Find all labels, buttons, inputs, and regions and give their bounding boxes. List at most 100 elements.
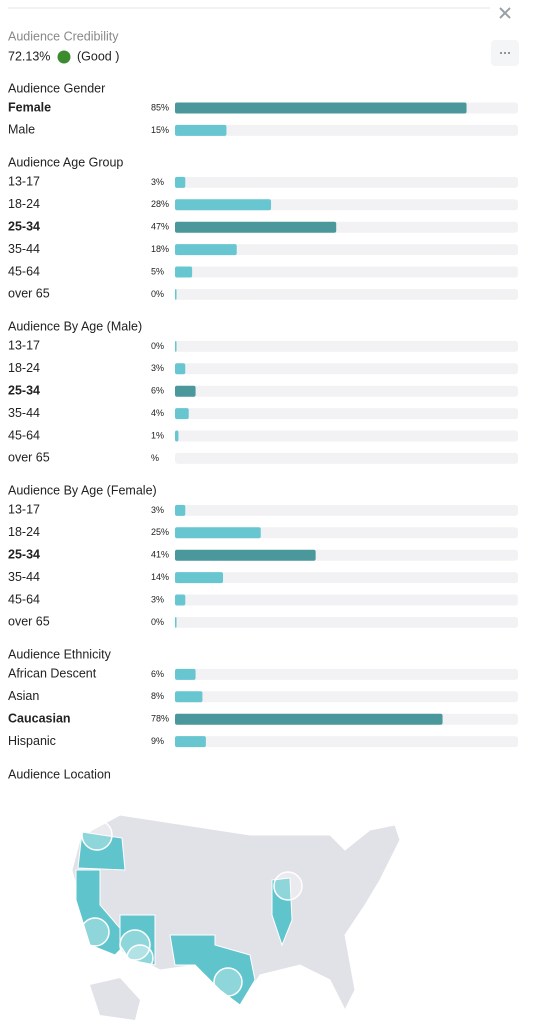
us-map [71, 814, 401, 1020]
percent-label: % [151, 453, 159, 463]
bar [175, 527, 261, 539]
percent-label: 0% [151, 341, 164, 351]
percent-label: 6% [151, 386, 164, 396]
bar-track [175, 340, 518, 352]
bar [175, 504, 186, 516]
bar-track [175, 288, 518, 300]
bar-track [175, 266, 518, 278]
percent-label: 85% [151, 102, 169, 112]
bar-track [175, 736, 518, 748]
bar [175, 244, 237, 256]
row-label: 25-34 [8, 219, 40, 233]
credibility-title: Audience Credibility [8, 29, 119, 43]
section-title: Audience Gender [8, 81, 105, 95]
bar [175, 266, 193, 278]
row-label: 13-17 [8, 339, 40, 353]
row-label: Male [8, 123, 35, 137]
bar [175, 594, 186, 606]
row-label: 35-44 [8, 406, 40, 420]
bar-track [175, 452, 518, 464]
row-label: 25-34 [8, 547, 40, 561]
percent-label: 28% [151, 199, 169, 209]
bar-track [175, 385, 518, 397]
row-label: over 65 [8, 615, 50, 629]
row-label: 13-17 [8, 175, 40, 189]
percent-label: 4% [151, 408, 164, 418]
percent-label: 3% [151, 505, 164, 515]
row-label: 18-24 [8, 525, 40, 539]
percent-label: 0% [151, 289, 164, 299]
bar [175, 102, 467, 114]
bar-track [175, 572, 518, 584]
row-label: Caucasian [8, 711, 71, 725]
bar [175, 713, 443, 725]
section-title: Audience Age Group [8, 156, 123, 170]
percent-label: 9% [151, 736, 164, 746]
row-label: 25-34 [8, 383, 40, 397]
row-label: 13-17 [8, 503, 40, 517]
credibility-score: 72.13% [8, 49, 50, 63]
bar-track [175, 504, 518, 516]
percent-label: 78% [151, 714, 169, 724]
percent-label: 3% [151, 594, 164, 604]
row-label: 35-44 [8, 570, 40, 584]
row-label: 45-64 [8, 264, 40, 278]
section-title: Audience By Age (Male) [8, 320, 142, 334]
percent-label: 18% [151, 244, 169, 254]
bar [175, 124, 227, 136]
bar-track [175, 124, 518, 136]
close-button[interactable] [499, 7, 511, 19]
percent-label: 6% [151, 669, 164, 679]
bar-track [175, 176, 518, 188]
section-title: Audience Ethnicity [8, 648, 112, 662]
row-label: 45-64 [8, 592, 40, 606]
row-label: 18-24 [8, 361, 40, 375]
status-dot [57, 50, 71, 64]
row-label: African Descent [8, 667, 97, 681]
bar [175, 616, 177, 628]
bar [175, 199, 272, 211]
more-button[interactable] [491, 40, 519, 66]
bar-track [175, 408, 518, 420]
percent-label: 41% [151, 550, 169, 560]
percent-label: 1% [151, 430, 164, 440]
row-label: Hispanic [8, 734, 56, 748]
location-title: Audience Location [8, 767, 111, 781]
bar [175, 340, 177, 352]
percent-label: 25% [151, 527, 169, 537]
row-label: Female [8, 100, 51, 114]
row-label: over 65 [8, 451, 50, 465]
bar [175, 572, 224, 584]
bar [175, 691, 203, 703]
bar [175, 288, 177, 300]
bar [175, 408, 189, 420]
credibility-rating: (Good ) [77, 49, 119, 63]
bar [175, 736, 206, 748]
bar-track [175, 363, 518, 375]
bar [175, 430, 179, 442]
section-title: Audience By Age (Female) [8, 484, 157, 498]
bar-track [175, 244, 518, 256]
percent-label: 0% [151, 617, 164, 627]
bar-track [175, 616, 518, 628]
percent-label: 5% [151, 266, 164, 276]
row-label: 18-24 [8, 197, 40, 211]
bar [175, 549, 316, 561]
bar [175, 221, 337, 233]
bar [175, 176, 186, 188]
percent-label: 3% [151, 363, 164, 373]
row-label: 35-44 [8, 242, 40, 256]
percent-label: 47% [151, 222, 169, 232]
percent-label: 15% [151, 125, 169, 135]
percent-label: 14% [151, 572, 169, 582]
percent-label: 3% [151, 177, 164, 187]
bar-track [175, 430, 518, 442]
bar-track [175, 668, 518, 680]
row-label: Asian [8, 689, 39, 703]
bar [175, 385, 196, 397]
bar [175, 363, 186, 375]
bar-track [175, 594, 518, 606]
percent-label: 8% [151, 691, 164, 701]
